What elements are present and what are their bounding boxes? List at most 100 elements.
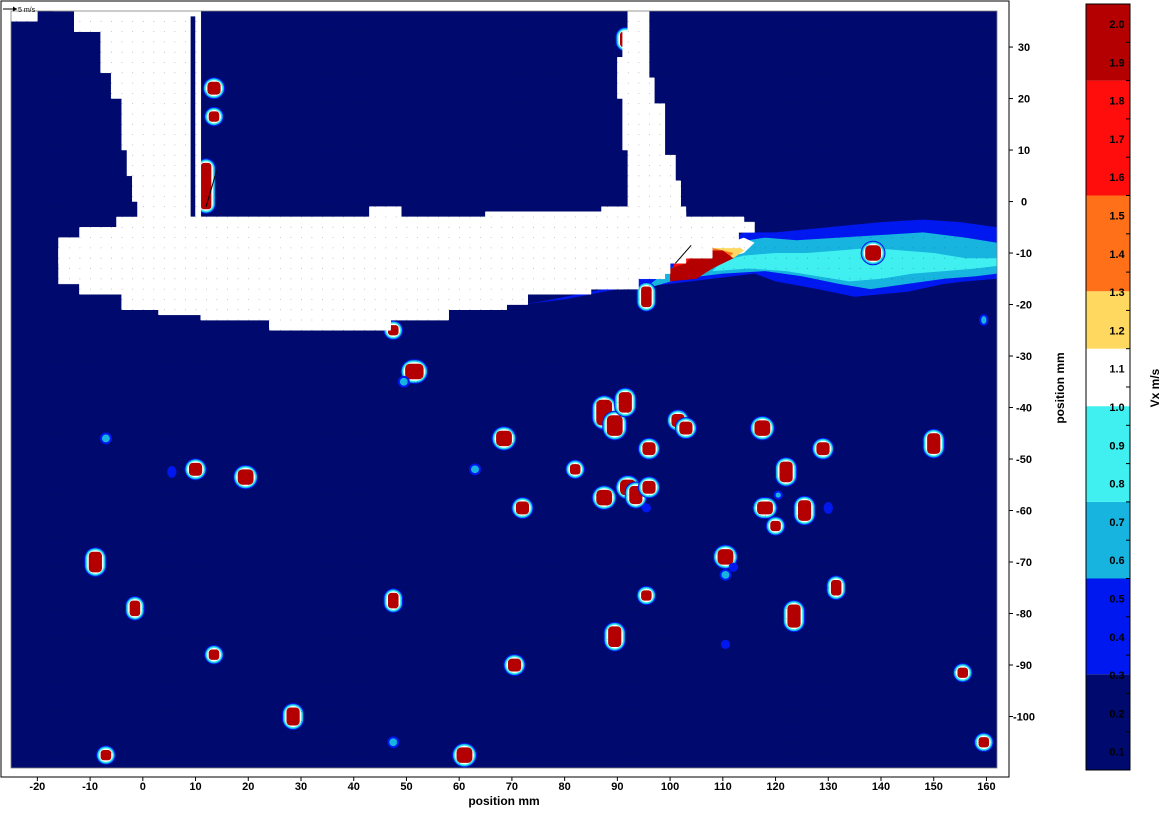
velocity-spot-49 <box>503 654 526 676</box>
colorbar-tick-label: 1.6 <box>1109 172 1124 184</box>
colorbar-band-6 <box>1086 195 1130 292</box>
spot-core <box>642 480 656 494</box>
velocity-spot-42 <box>636 585 657 606</box>
plot-border <box>10 10 998 769</box>
x-tick-label: 100 <box>661 781 679 793</box>
colorbar-band-2 <box>1086 501 1130 579</box>
velocity-spot-35 <box>773 490 783 500</box>
velocity-spot-24 <box>167 466 177 478</box>
reference-vector: 5 m/s <box>3 6 36 14</box>
y-tick-label: -90 <box>1016 660 1032 672</box>
x-tick-label: 40 <box>348 781 360 793</box>
y-tick-label: -70 <box>1016 557 1032 569</box>
spot-core <box>515 501 530 515</box>
spot-core <box>200 162 212 210</box>
velocity-spot-9 <box>99 432 112 445</box>
velocity-spot-26 <box>591 485 617 510</box>
strut-vector-arrow <box>205 170 218 207</box>
y-axis-title: position mm <box>1053 352 1067 423</box>
spot-core <box>978 737 990 748</box>
spot-core <box>641 590 652 601</box>
spot-core <box>208 111 220 122</box>
velocity-spot-4 <box>860 240 886 266</box>
x-tick-label: 140 <box>872 781 890 793</box>
colorbar-band-5 <box>1086 291 1130 349</box>
spot-core <box>608 626 622 647</box>
colorbar-tick-label: 1.5 <box>1109 211 1124 223</box>
velocity-spot-15 <box>491 426 517 451</box>
spot-core <box>757 501 773 515</box>
spot-core <box>388 592 399 609</box>
y-tick-label: 30 <box>1018 42 1030 54</box>
velocity-spot-31 <box>752 497 778 519</box>
velocity-spot-50 <box>952 663 973 683</box>
spot-core <box>237 469 254 485</box>
jet-vector-arrow <box>674 244 692 264</box>
colorbar-band-7 <box>1086 80 1130 196</box>
reference-vector-arrowhead <box>13 6 17 12</box>
vector-dots <box>16 20 988 764</box>
colorbar-tick-label: 1.0 <box>1109 402 1124 414</box>
y-tick-label: -10 <box>1016 248 1032 260</box>
velocity-spot-33 <box>765 516 786 536</box>
colorbar-tick-label: 1.2 <box>1109 325 1124 337</box>
y-tick-label: -60 <box>1016 506 1032 518</box>
velocity-spot-14 <box>674 417 697 440</box>
velocity-spot-36 <box>641 503 651 513</box>
velocity-spot-11 <box>602 410 628 441</box>
velocity-spot-5 <box>636 282 657 312</box>
velocity-spot-54 <box>96 745 116 765</box>
velocity-spot-55 <box>452 742 477 768</box>
spot-core <box>830 580 842 596</box>
colorbar-tick-label: 0.7 <box>1109 517 1124 529</box>
spot-core <box>779 461 793 483</box>
x-tick-label: 20 <box>242 781 254 793</box>
x-axis-title: position mm <box>468 794 539 808</box>
spot-core <box>642 442 656 456</box>
y-axis: 30 20 10 0 -10 -20 -30 -40 -50 -60 -70 -80 -90 -100 <box>1008 1 1035 777</box>
spot-core <box>679 421 693 435</box>
y-tick-label: -40 <box>1016 403 1032 415</box>
velocity-spot-56 <box>979 314 989 326</box>
spot-core <box>643 505 649 511</box>
colorbar-tick-label: 2.0 <box>1109 19 1124 31</box>
velocity-spot-51 <box>282 702 305 731</box>
spot-core <box>722 641 729 647</box>
spot-core <box>618 392 632 413</box>
y-tick-label: -30 <box>1016 351 1032 363</box>
colorbar-tick-label: 0.4 <box>1109 632 1125 644</box>
velocity-spot-48 <box>204 645 224 665</box>
colorbar-title: Vx m/s <box>1148 368 1162 407</box>
x-tick-label: 30 <box>295 781 307 793</box>
masked-region-top-left-tab <box>11 11 38 22</box>
velocity-spot-43 <box>383 588 404 613</box>
x-tick-label: -10 <box>82 781 98 793</box>
colorbar-tick-label: 0.8 <box>1109 479 1124 491</box>
velocity-spot-32 <box>793 495 816 526</box>
velocity-spot-30 <box>511 497 534 519</box>
y-tick-label: 10 <box>1018 145 1030 157</box>
spot-core <box>169 468 175 476</box>
x-tick-label: 150 <box>925 781 943 793</box>
spot-core <box>208 649 220 660</box>
colorbar-tick-label: 1.7 <box>1109 134 1124 146</box>
x-tick-label: 60 <box>453 781 465 793</box>
velocity-spot-52 <box>387 736 400 749</box>
colorbar: 0.1 0.2 0.3 0.4 0.5 0.6 0.7 0.8 0.9 1.0 1.1 1.2 1.3 1… <box>1085 3 1131 771</box>
x-tick-label: 90 <box>611 781 623 793</box>
spot-core <box>101 434 110 443</box>
colorbar-tick-label: 0.9 <box>1109 440 1124 452</box>
spot-core <box>88 551 102 573</box>
colorbar-tick-label: 0.6 <box>1109 555 1124 567</box>
spot-core <box>927 433 941 454</box>
x-axis: -20 -10 0 10 20 30 40 50 60 70 80 90 100 110 120 130 140… <box>29 777 996 793</box>
spot-core <box>816 442 830 456</box>
spot-core <box>717 549 734 565</box>
masked-region-horizontal-body <box>58 206 755 328</box>
jet-zone-7 <box>670 250 734 282</box>
velocity-spot-21 <box>233 464 259 490</box>
velocity-spot-0 <box>202 77 226 100</box>
spot-core <box>730 564 736 570</box>
colorbar-band-4 <box>1086 348 1130 407</box>
colorbar-tick-label: 1.8 <box>1109 96 1124 108</box>
